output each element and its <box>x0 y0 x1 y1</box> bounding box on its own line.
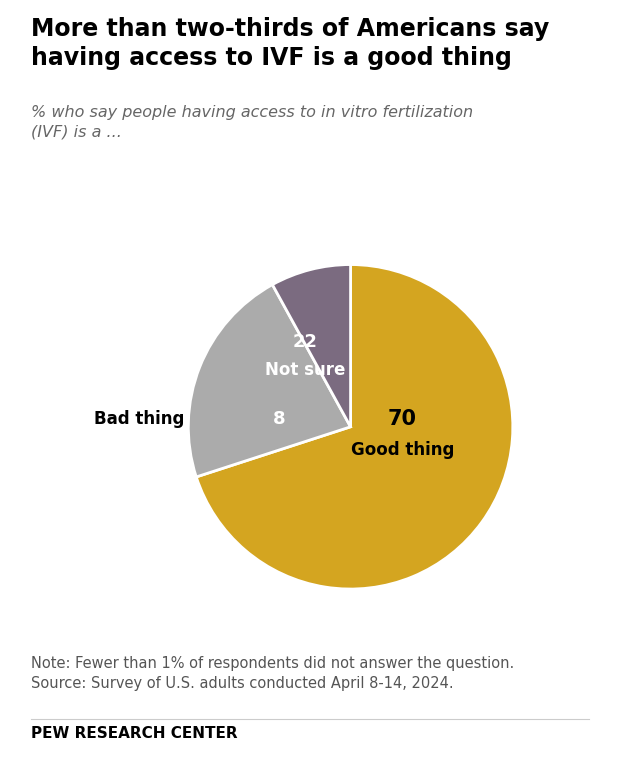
Text: More than two-thirds of Americans say
having access to IVF is a good thing: More than two-thirds of Americans say ha… <box>31 17 549 70</box>
Text: 70: 70 <box>388 409 417 428</box>
Wedge shape <box>188 285 350 477</box>
Text: Good thing: Good thing <box>351 441 454 459</box>
Text: Not sure: Not sure <box>265 361 345 379</box>
Text: 22: 22 <box>293 334 317 352</box>
Text: Note: Fewer than 1% of respondents did not answer the question.
Source: Survey o: Note: Fewer than 1% of respondents did n… <box>31 656 514 691</box>
Text: Bad thing: Bad thing <box>94 410 185 428</box>
Text: 8: 8 <box>273 410 285 428</box>
Wedge shape <box>197 265 513 589</box>
Wedge shape <box>272 265 350 427</box>
Text: % who say people having access to in vitro fertilization
(IVF) is a ...: % who say people having access to in vit… <box>31 105 473 140</box>
Text: PEW RESEARCH CENTER: PEW RESEARCH CENTER <box>31 726 237 740</box>
